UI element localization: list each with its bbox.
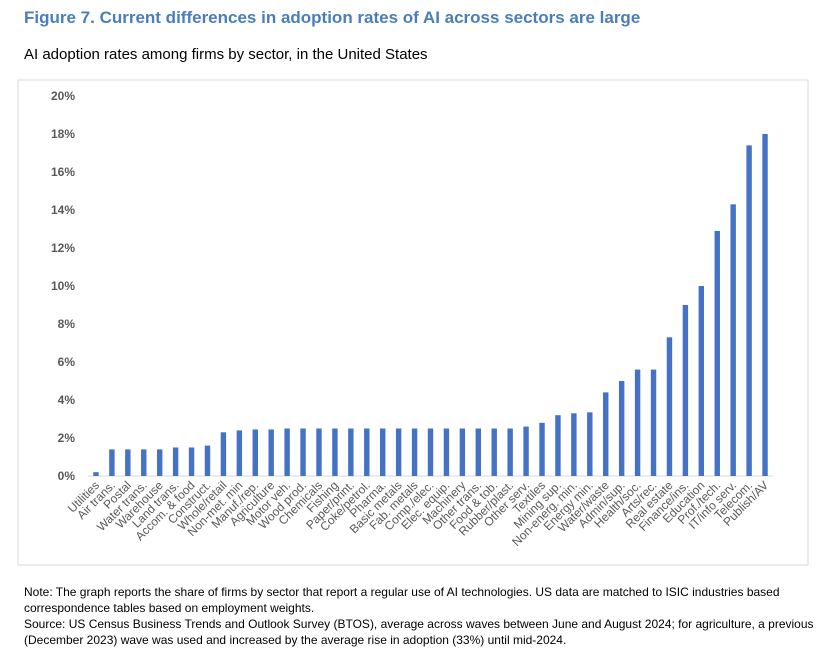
bar bbox=[730, 204, 736, 477]
bar bbox=[125, 449, 131, 476]
bar bbox=[364, 428, 370, 476]
bar bbox=[539, 422, 545, 476]
y-tick-label: 14% bbox=[51, 203, 75, 217]
chart: 0%2%4%6%8%10%12%14%16%18%20%UtilitiesAir… bbox=[17, 79, 809, 566]
bar bbox=[236, 430, 243, 476]
bar bbox=[714, 230, 720, 476]
y-tick-label: 6% bbox=[58, 355, 76, 369]
bar bbox=[459, 428, 466, 476]
bar bbox=[443, 428, 450, 476]
note: Note: The graph reports the share of fir… bbox=[24, 585, 780, 615]
y-tick-label: 12% bbox=[51, 241, 75, 255]
bar bbox=[395, 428, 402, 476]
bar bbox=[603, 392, 609, 476]
source: Source: US Census Business Trends and Ou… bbox=[24, 617, 814, 647]
figure-title: Figure 7. Current differences in adoptio… bbox=[24, 8, 641, 27]
bar bbox=[380, 428, 386, 476]
bar bbox=[172, 447, 179, 476]
y-tick-label: 2% bbox=[58, 431, 76, 445]
bar bbox=[475, 428, 481, 476]
y-tick-label: 4% bbox=[58, 393, 76, 407]
bar bbox=[156, 449, 163, 476]
bar bbox=[666, 337, 673, 476]
bar bbox=[427, 428, 434, 476]
bar bbox=[587, 412, 593, 476]
y-tick-label: 10% bbox=[51, 279, 75, 293]
y-tick-label: 8% bbox=[58, 317, 76, 331]
y-tick-label: 18% bbox=[51, 127, 75, 141]
bar bbox=[252, 429, 258, 476]
bar bbox=[141, 449, 147, 476]
bar bbox=[204, 445, 211, 476]
bar bbox=[93, 472, 99, 476]
bar bbox=[571, 413, 577, 476]
bar bbox=[316, 428, 322, 476]
bar bbox=[220, 432, 227, 476]
bar bbox=[698, 286, 705, 476]
bar bbox=[411, 428, 418, 476]
chart-frame bbox=[17, 79, 809, 566]
y-tick-label: 20% bbox=[51, 89, 75, 103]
bar bbox=[634, 369, 641, 476]
bar bbox=[284, 428, 290, 476]
bar bbox=[300, 428, 306, 476]
bar bbox=[348, 428, 354, 476]
bar bbox=[268, 429, 274, 476]
chart-subtitle: AI adoption rates among firms by sector,… bbox=[24, 46, 428, 63]
bar bbox=[332, 428, 338, 476]
bar bbox=[746, 145, 752, 476]
notes: Note: The graph reports the share of fir… bbox=[24, 584, 814, 648]
bar bbox=[491, 428, 497, 476]
y-tick-label: 0% bbox=[58, 469, 76, 483]
bar bbox=[188, 447, 195, 476]
bar bbox=[523, 426, 529, 476]
bar bbox=[762, 134, 768, 476]
bar bbox=[650, 369, 657, 476]
bar bbox=[682, 305, 689, 476]
bar bbox=[109, 449, 115, 476]
bar bbox=[507, 428, 513, 476]
bar bbox=[555, 415, 561, 476]
bar bbox=[618, 381, 625, 476]
y-tick-label: 16% bbox=[51, 165, 75, 179]
